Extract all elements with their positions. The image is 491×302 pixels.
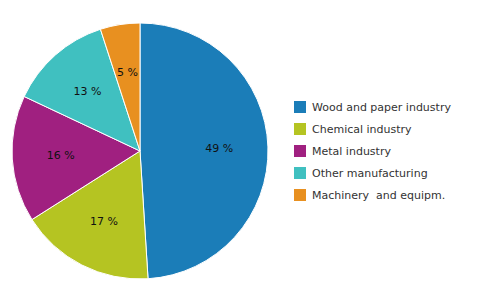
legend-label: Wood and paper industry xyxy=(312,101,451,114)
legend: Wood and paper industry Chemical industry… xyxy=(294,101,451,202)
legend-label: Machinery and equipm. xyxy=(312,189,445,202)
legend-swatch xyxy=(294,189,306,201)
data-label: 49 % xyxy=(205,142,233,155)
legend-swatch xyxy=(294,167,306,179)
pie xyxy=(12,23,268,279)
data-label: 5 % xyxy=(117,66,138,79)
legend-swatch xyxy=(294,101,306,113)
pie-slice xyxy=(100,23,140,151)
data-label: 17 % xyxy=(90,215,118,228)
legend-swatch xyxy=(294,145,306,157)
data-labels: 49 % 17 % 16 % 13 % 5 % xyxy=(47,66,233,228)
pie-slice xyxy=(140,23,268,279)
legend-label: Chemical industry xyxy=(312,123,412,136)
legend-label: Metal industry xyxy=(312,145,391,158)
data-label: 13 % xyxy=(74,85,102,98)
legend-label: Other manufacturing xyxy=(312,167,428,180)
legend-swatch xyxy=(294,123,306,135)
data-label: 16 % xyxy=(47,149,75,162)
chart: 49 % 17 % 16 % 13 % 5 % Wood and paper indust… xyxy=(0,0,491,302)
